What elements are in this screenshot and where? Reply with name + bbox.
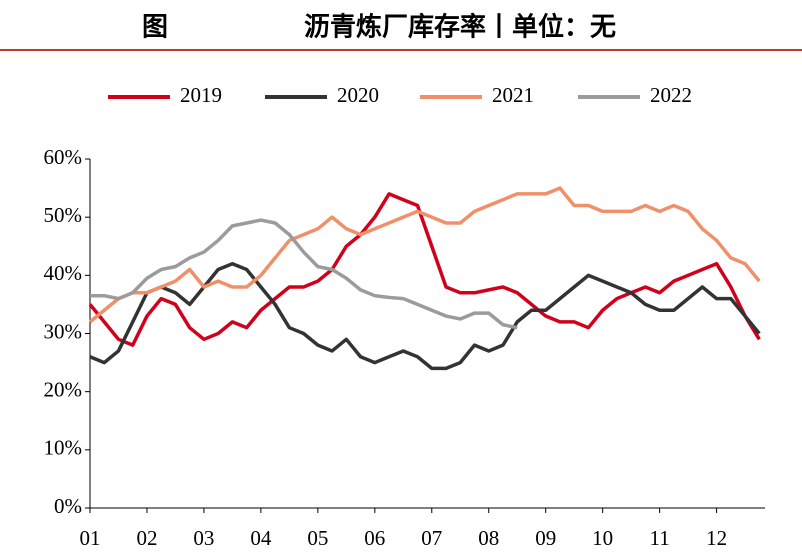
legend-label: 2021 [492,83,534,107]
series-line [88,186,761,324]
y-tick-label: 20% [44,377,83,401]
x-tick-label: 10 [592,526,613,550]
x-tick-label: 05 [307,526,328,550]
x-tick-label: 01 [80,526,101,550]
x-tick-label: 02 [136,526,157,550]
x-tick-label: 03 [193,526,214,550]
y-tick-label: 30% [44,319,83,343]
x-tick-label: 07 [421,526,442,550]
chart-title: 沥青炼厂库存率丨单位：无 [304,12,616,43]
series-line [90,218,518,330]
y-tick-label: 0% [54,494,82,518]
legend-label: 2022 [650,83,692,107]
chart-label: 图 [142,13,168,43]
series-line [88,192,761,347]
x-tick-label: 04 [250,526,272,550]
legend-label: 2020 [337,83,379,107]
x-tick-label: 06 [364,526,385,550]
legend-label: 2019 [180,83,222,107]
x-tick-label: 12 [706,526,727,550]
x-tick-label: 08 [478,526,499,550]
x-tick-label: 11 [650,526,670,550]
x-tick-label: 09 [535,526,556,550]
y-tick-label: 60% [44,145,83,169]
y-tick-label: 10% [44,436,83,460]
y-tick-label: 50% [44,203,83,227]
series-line [89,261,761,371]
y-tick-label: 40% [44,261,83,285]
